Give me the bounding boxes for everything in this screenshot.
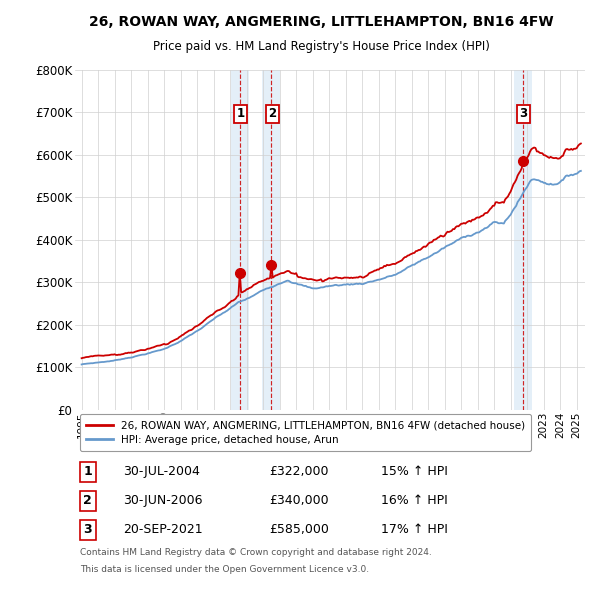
Text: 17% ↑ HPI: 17% ↑ HPI	[381, 523, 448, 536]
Text: 16% ↑ HPI: 16% ↑ HPI	[381, 494, 448, 507]
Text: £340,000: £340,000	[269, 494, 328, 507]
Bar	[514, 70, 532, 410]
Text: 3: 3	[520, 107, 527, 120]
Text: 30-JUL-2004: 30-JUL-2004	[124, 465, 200, 478]
Text: Price paid vs. HM Land Registry's House Price Index (HPI): Price paid vs. HM Land Registry's House …	[152, 40, 490, 53]
Bar	[230, 70, 249, 410]
Text: 15% ↑ HPI: 15% ↑ HPI	[381, 465, 448, 478]
Text: 1: 1	[83, 465, 92, 478]
Text: 26, ROWAN WAY, ANGMERING, LITTLEHAMPTON, BN16 4FW: 26, ROWAN WAY, ANGMERING, LITTLEHAMPTON,…	[89, 15, 553, 29]
Bar	[262, 70, 280, 410]
Text: £585,000: £585,000	[269, 523, 329, 536]
Text: 2: 2	[83, 494, 92, 507]
Text: 2: 2	[268, 107, 276, 120]
Text: 20-SEP-2021: 20-SEP-2021	[124, 523, 203, 536]
Legend: 26, ROWAN WAY, ANGMERING, LITTLEHAMPTON, BN16 4FW (detached house), HPI: Average: 26, ROWAN WAY, ANGMERING, LITTLEHAMPTON,…	[80, 414, 531, 451]
Text: Contains HM Land Registry data © Crown copyright and database right 2024.: Contains HM Land Registry data © Crown c…	[80, 549, 432, 558]
Text: £322,000: £322,000	[269, 465, 328, 478]
Text: 30-JUN-2006: 30-JUN-2006	[124, 494, 203, 507]
Text: This data is licensed under the Open Government Licence v3.0.: This data is licensed under the Open Gov…	[80, 565, 369, 574]
Text: 3: 3	[83, 523, 92, 536]
Text: 1: 1	[236, 107, 245, 120]
